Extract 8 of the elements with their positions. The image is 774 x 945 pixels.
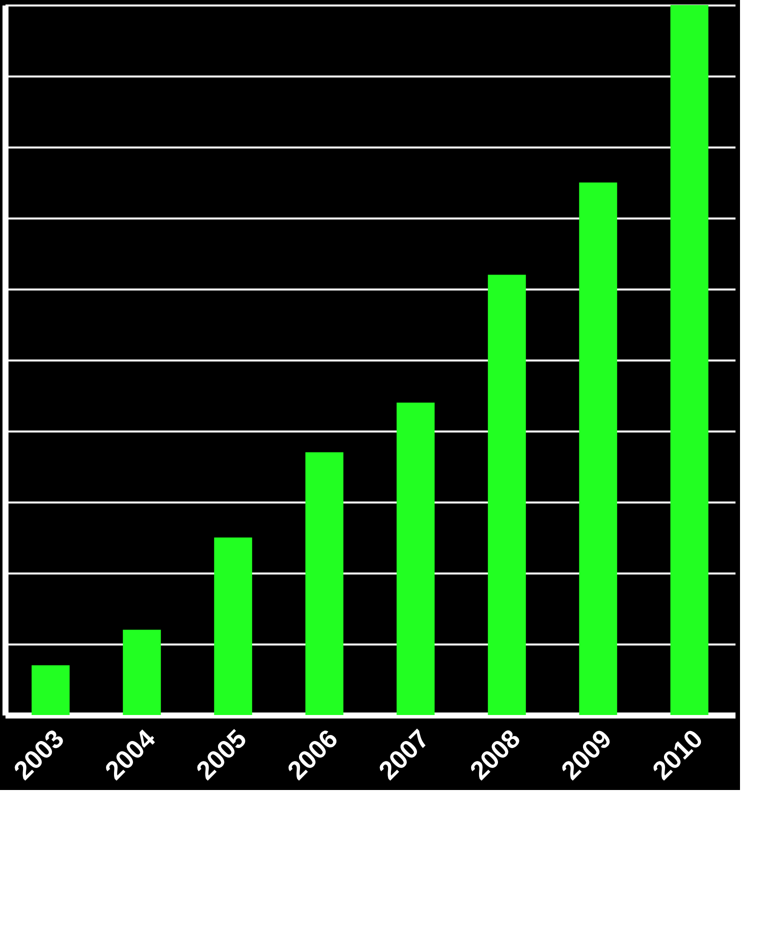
bar xyxy=(32,665,70,715)
bar xyxy=(214,538,252,715)
bar xyxy=(579,182,618,715)
bar xyxy=(488,274,526,715)
bar xyxy=(670,5,708,715)
bar xyxy=(396,402,435,715)
bar xyxy=(305,452,344,715)
bar xyxy=(122,630,161,715)
